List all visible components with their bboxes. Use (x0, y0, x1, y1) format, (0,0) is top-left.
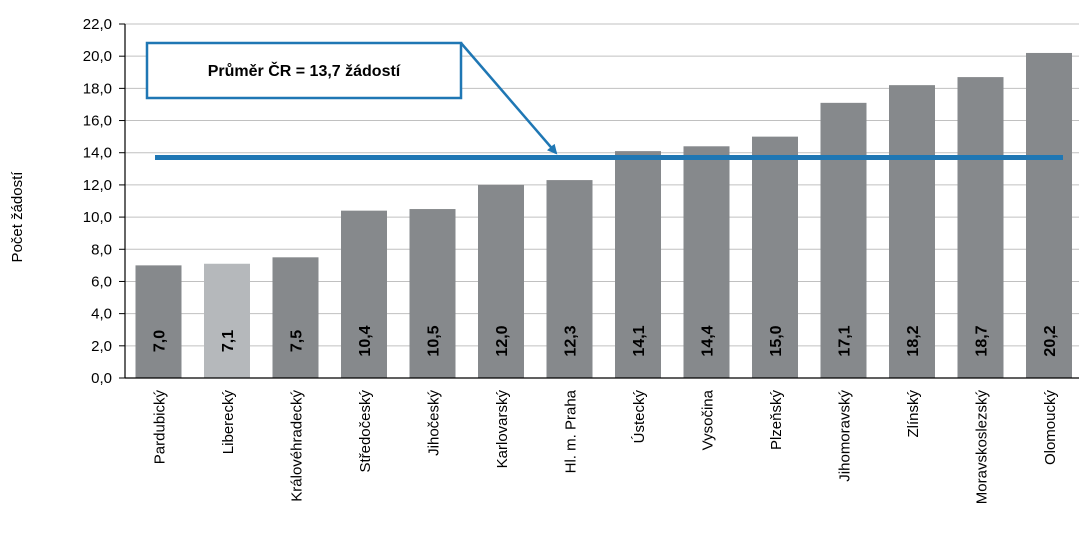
x-tick-label-6: Hl. m. Praha (563, 389, 580, 473)
bars: 7,0 7,1 7,5 10,4 10,5 12,0 12,3 14,1 14,4 15,0 17,… (135, 52, 1072, 379)
y-tick-label: 2,0 (91, 338, 112, 355)
bar-4 (409, 209, 456, 378)
bar-13 (1026, 52, 1072, 379)
data-label-13: 20,2 (1042, 325, 1059, 356)
data-label-2: 7,5 (289, 330, 306, 352)
x-tick-label-13: Olomoucký (1042, 390, 1059, 466)
annotation-box (145, 41, 463, 100)
bar-0 (135, 265, 182, 378)
y-tick-labels: 0,0 2,0 4,0 6,0 8,0 10,0 12,0 14,0 16,0 18,0 20,0 2… (83, 16, 112, 387)
bar-10 (820, 102, 867, 378)
y-tick-label: 8,0 (91, 241, 112, 258)
bar-2 (272, 257, 319, 378)
bar-8 (683, 146, 730, 378)
x-tick-label-11: Zlínský (905, 390, 922, 438)
x-tick-label-8: Vysočina (700, 389, 717, 450)
bar-1 (204, 263, 250, 378)
x-tick-label-4: Jihočeský (426, 390, 443, 456)
data-label-4: 10,5 (426, 325, 443, 356)
y-tick-label: 6,0 (91, 273, 112, 290)
data-label-6: 12,3 (563, 325, 580, 356)
x-tick-label-10: Jihomoravský (837, 390, 854, 482)
data-label-0: 7,0 (152, 330, 169, 352)
x-tick-label-2: Královéhradecký (289, 390, 306, 502)
y-tick-label: 16,0 (83, 113, 112, 130)
average-annotation: Průměr ČR = 13,7 žádostí (145, 41, 558, 155)
y-tick-label: 4,0 (91, 306, 112, 323)
y-tick-label: 14,0 (83, 145, 112, 162)
y-tick-label: 10,0 (83, 209, 112, 226)
data-label-9: 15,0 (768, 325, 785, 356)
data-label-12: 18,7 (974, 325, 991, 356)
y-axis-label: Počet žádostí (9, 171, 26, 263)
axes (124, 24, 1079, 379)
bar-7 (615, 151, 661, 378)
x-tick-label-5: Karlovarský (494, 390, 511, 469)
y-tick-label: 20,0 (83, 48, 112, 65)
x-tick-label-1: Liberecký (220, 390, 237, 455)
data-label-7: 14,1 (631, 325, 648, 356)
bar-12 (957, 77, 1004, 378)
data-label-1: 7,1 (220, 330, 237, 352)
bar-6 (546, 180, 593, 378)
data-label-5: 12,0 (494, 325, 511, 356)
y-tick-label: 18,0 (83, 80, 112, 97)
annotation-arrow (460, 42, 558, 155)
x-tick-label-9: Plzeňský (768, 390, 785, 451)
data-label-8: 14,4 (700, 325, 717, 356)
y-tick-label: 22,0 (83, 16, 112, 33)
bar-5 (478, 184, 524, 378)
x-tick-label-3: Středočeský (357, 390, 374, 473)
data-label-3: 10,4 (357, 325, 374, 356)
bar-3 (341, 210, 387, 378)
x-tick-label-7: Ústecký (631, 390, 648, 444)
bar-11 (889, 85, 935, 379)
x-tick-label-12: Moravskoslezský (974, 390, 991, 505)
annotation-text: Průměr ČR = 13,7 žádostí (208, 61, 401, 80)
x-tick-label-0: Pardubický (152, 390, 169, 465)
x-tick-labels: Pardubický Liberecký Královéhradecký Středo… (152, 389, 1060, 504)
data-label-11: 18,2 (905, 325, 922, 356)
y-tick-label: 0,0 (91, 370, 112, 387)
bar-9 (752, 136, 798, 378)
y-tick-label: 12,0 (83, 177, 112, 194)
data-label-10: 17,1 (837, 325, 854, 356)
